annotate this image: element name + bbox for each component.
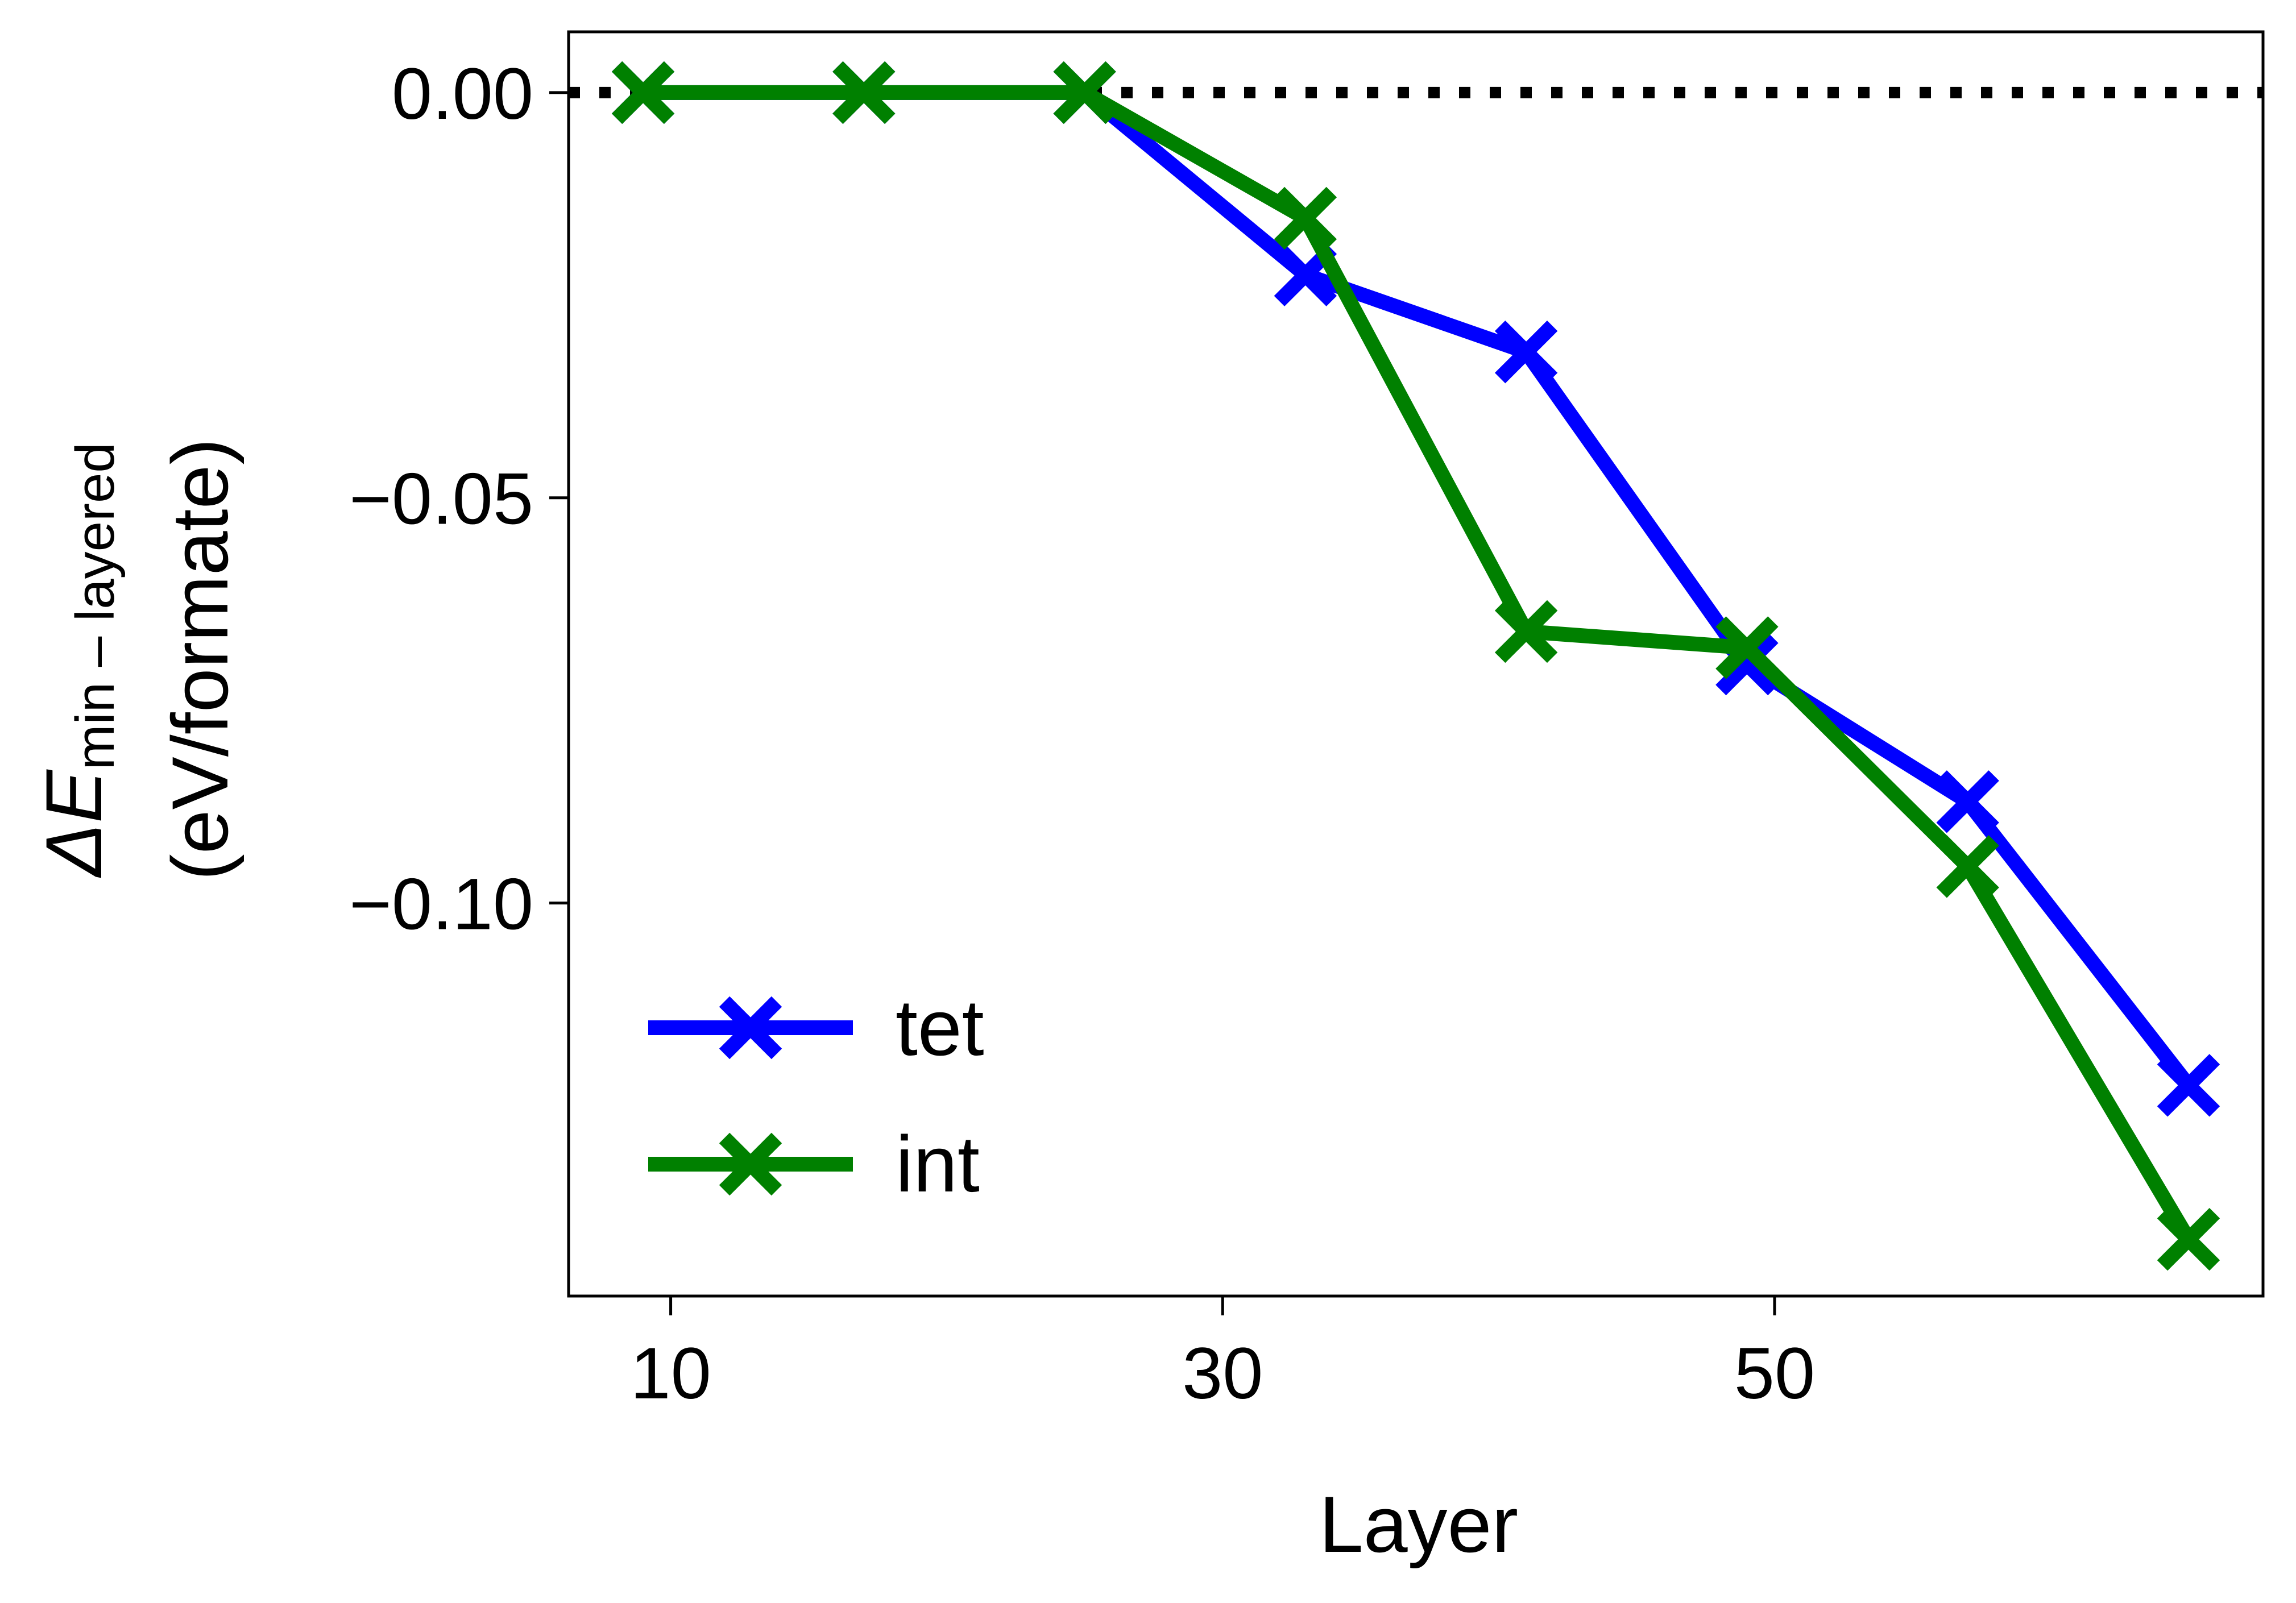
data-point-int-2-stroke-b xyxy=(1053,61,1116,124)
y-axis-title-units: (eV/formate) xyxy=(155,438,244,881)
data-point-int-2 xyxy=(1053,61,1116,124)
legend-label-tet: tet xyxy=(896,983,984,1072)
data-point-int-3-stroke-b xyxy=(1274,186,1337,250)
svg-text:ΔEmin – layered: ΔEmin – layered xyxy=(29,442,126,878)
series-line-int xyxy=(643,85,2195,1243)
data-point-int-4-stroke-b xyxy=(1494,600,1558,663)
data-point-int-1-stroke-b xyxy=(832,61,896,124)
plot-frame xyxy=(567,30,2265,1298)
data-point-int-7 xyxy=(2157,1208,2220,1271)
data-point-int-5 xyxy=(1715,616,1779,679)
y-axis-title: ΔEmin – layered (eV/formate) xyxy=(29,438,244,881)
y-tick-label-1: −0.05 xyxy=(349,459,533,540)
legend: tet int xyxy=(648,983,984,1209)
data-point-int-5-stroke-b xyxy=(1715,616,1779,679)
data-point-int-6 xyxy=(1936,835,1999,898)
x-tick-label-30: 30 xyxy=(1182,1333,1263,1414)
data-point-int-1 xyxy=(832,61,896,124)
legend-marker-int-stroke-b xyxy=(719,1132,782,1196)
data-point-int-3 xyxy=(1274,186,1337,250)
data-point-int-7-stroke-b xyxy=(2157,1208,2220,1271)
x-tick-label-50: 50 xyxy=(1734,1333,1815,1414)
y-axis-title-subscript: min – layered xyxy=(65,442,126,770)
data-point-tet-7 xyxy=(2157,1054,2220,1117)
legend-label-int: int xyxy=(896,1119,980,1209)
data-point-tet-4 xyxy=(1494,320,1558,384)
data-point-tet-5-stroke-b xyxy=(1715,632,1779,696)
y-tick-label-2: −0.10 xyxy=(349,864,533,945)
y-tick-label-0: 0.00 xyxy=(392,53,533,135)
data-point-int-4 xyxy=(1494,600,1558,663)
data-point-int-0 xyxy=(611,61,675,124)
data-point-tet-7-stroke-b xyxy=(2157,1054,2220,1117)
data-point-int-6-stroke-b xyxy=(1936,835,1999,898)
x-tick-label-10: 10 xyxy=(630,1333,711,1414)
plot-area xyxy=(569,61,2263,1271)
series-line-tet xyxy=(643,85,2195,1090)
legend-marker-tet xyxy=(719,996,782,1060)
axes: 10 30 50 0.00 −0.05 −0.10 xyxy=(349,30,2265,1414)
y-axis-title-prefix: ΔE xyxy=(29,769,118,878)
data-point-int-0-stroke-b xyxy=(611,61,675,124)
legend-marker-tet-stroke-b xyxy=(719,996,782,1060)
x-axis-title: Layer xyxy=(1319,1480,1518,1569)
data-point-tet-6-stroke-b xyxy=(1936,770,1999,833)
data-point-tet-4-stroke-b xyxy=(1494,320,1558,384)
legend-marker-int xyxy=(719,1132,782,1196)
data-point-tet-6 xyxy=(1936,770,1999,833)
